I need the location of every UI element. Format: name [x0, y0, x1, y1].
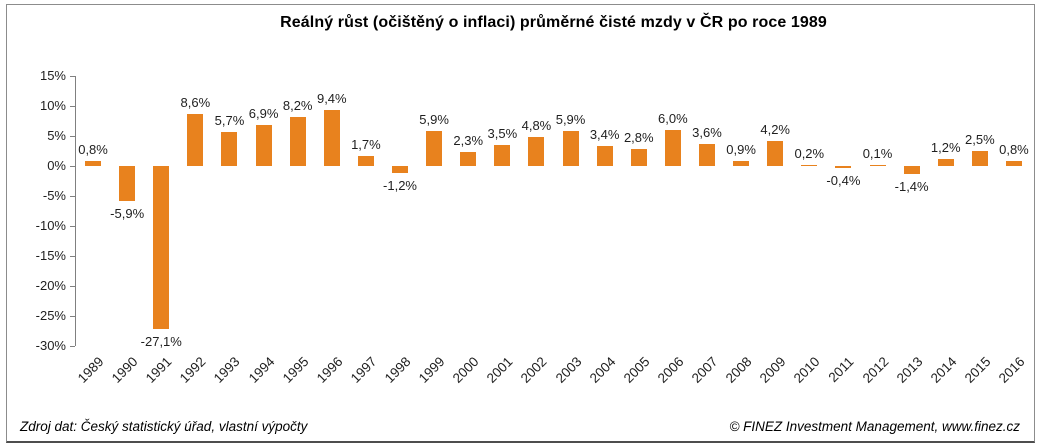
y-axis-tick	[70, 76, 75, 77]
bar-value-label: -0,4%	[826, 173, 861, 189]
bar-2016	[1005, 161, 1022, 166]
bar-value-label: 0,1%	[862, 146, 893, 162]
bar-value-label: 8,6%	[180, 95, 211, 111]
bar-2004	[596, 145, 613, 166]
y-axis-tick-label: -10%	[35, 218, 66, 233]
bar-value-label: 5,9%	[419, 111, 449, 127]
y-axis-tick-label: -20%	[35, 278, 66, 293]
bar-value-label: 8,2%	[282, 97, 313, 113]
bar-value-label: -1,4%	[894, 179, 929, 195]
bar-2008	[733, 160, 750, 166]
bar-2007	[698, 144, 715, 166]
bar-1996	[323, 109, 340, 166]
bar-value-label: 5,7%	[214, 112, 245, 128]
bar-1997	[357, 155, 374, 166]
bar-1998	[392, 166, 409, 174]
bar-2000	[460, 152, 477, 166]
bar-value-label: 2,3%	[453, 133, 484, 149]
bar-1992	[187, 114, 204, 166]
bar-value-label: 1,2%	[930, 139, 961, 155]
bar-value-label: 6,0%	[658, 111, 688, 126]
bar-value-label: -1,2%	[383, 178, 417, 194]
y-axis-tick-label: -5%	[42, 188, 66, 203]
bar-value-label: 3,5%	[487, 126, 518, 141]
y-axis-tick	[70, 196, 75, 197]
y-axis-tick-label: -30%	[35, 338, 66, 353]
bar-2013	[903, 166, 920, 175]
bar-value-label: 0,8%	[78, 142, 108, 158]
bar-2014	[937, 158, 954, 166]
bar-2010	[801, 164, 818, 166]
y-axis-tick-label: 10%	[39, 98, 66, 113]
bar-1994	[255, 124, 272, 166]
bar-2011	[835, 166, 852, 169]
y-axis-tick	[70, 286, 75, 287]
y-axis-tick-label: -25%	[35, 308, 66, 323]
bar-1991	[153, 166, 170, 329]
bar-value-label: -27,1%	[140, 333, 182, 349]
y-axis-tick	[70, 226, 75, 227]
y-axis-tick-label: 5%	[47, 128, 66, 143]
bar-2006	[664, 130, 681, 166]
y-axis-tick-label: 15%	[39, 68, 66, 83]
y-axis-tick	[70, 106, 75, 107]
bar-2005	[630, 149, 647, 166]
bar-value-label: 9,4%	[316, 90, 347, 106]
bar-1990	[119, 166, 136, 202]
chart-title: Reálný růst (očištěný o inflaci) průměrn…	[280, 14, 827, 31]
bar-value-label: 2,8%	[623, 130, 654, 146]
bar-1993	[221, 131, 238, 166]
bar-value-label: 0,2%	[794, 145, 825, 161]
y-axis-tick-label: 0%	[47, 158, 66, 173]
bar-value-label: 6,9%	[248, 105, 279, 121]
bar-2003	[562, 130, 579, 166]
copyright-note: © FINEZ Investment Management, www.finez…	[729, 419, 1020, 434]
bar-value-label: -5,9%	[110, 206, 145, 222]
bar-1999	[426, 130, 443, 166]
source-note: Zdroj dat: Český statistický úřad, vlast…	[20, 419, 308, 434]
y-axis-tick	[70, 316, 75, 317]
y-axis-tick-label: -15%	[35, 248, 66, 263]
y-axis-line	[75, 76, 76, 346]
y-axis-tick	[70, 166, 75, 167]
y-axis-tick	[70, 346, 75, 347]
bar-2009	[767, 140, 784, 166]
bar-value-label: 3,6%	[692, 125, 722, 141]
bar-2015	[971, 151, 988, 166]
bar-value-label: 5,9%	[555, 111, 586, 127]
bar-value-label: 1,7%	[351, 136, 381, 152]
bar-value-label: 4,8%	[521, 118, 552, 134]
bar-value-label: 4,2%	[760, 121, 790, 137]
bar-value-label: 0,8%	[999, 142, 1029, 158]
bar-2001	[494, 145, 511, 166]
bar-2012	[869, 164, 886, 166]
bar-1995	[289, 116, 306, 166]
bar-value-label: 2,5%	[965, 132, 995, 147]
y-axis-tick	[70, 136, 75, 137]
y-axis-tick	[70, 256, 75, 257]
bar-value-label: 0,9%	[726, 141, 756, 157]
bar-1989	[85, 161, 102, 166]
bar-value-label: 3,4%	[589, 126, 620, 142]
bar-2002	[528, 137, 545, 166]
